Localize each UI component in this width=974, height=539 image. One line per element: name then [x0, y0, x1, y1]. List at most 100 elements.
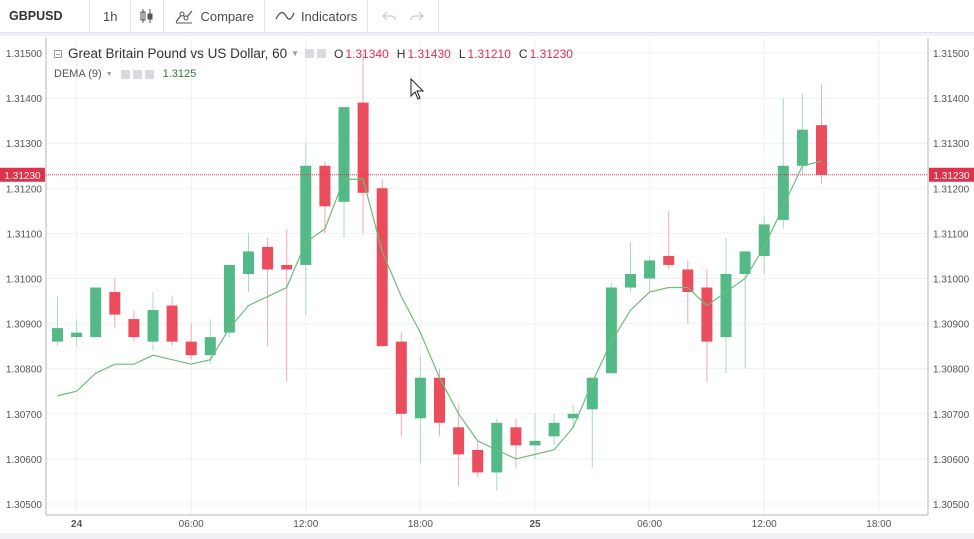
candle-up: [529, 440, 541, 446]
candle-down: [319, 165, 331, 207]
y-tick-label-right: 1.31100: [933, 229, 969, 240]
candle-up: [720, 273, 732, 338]
redo-icon[interactable]: [410, 10, 425, 22]
y-tick-label-left: 1.31200: [6, 184, 43, 195]
candle-up: [223, 264, 235, 333]
candle-up: [567, 413, 579, 419]
candle-down: [128, 319, 140, 338]
y-tick-label-left: 1.30600: [6, 455, 43, 466]
indicators-label: Indicators: [300, 8, 358, 24]
dema-line: [57, 160, 822, 460]
y-tick-label-right: 1.30900: [933, 320, 970, 331]
chart-bottom-strip: [0, 533, 974, 539]
candle-up: [414, 377, 426, 419]
y-tick-label-left: 1.31500: [6, 49, 43, 60]
settings-icon[interactable]: [132, 69, 142, 79]
candle-down: [453, 427, 465, 455]
y-tick-label-right: 1.31200: [933, 184, 970, 195]
y-tick-label-right: 1.30500: [933, 500, 970, 511]
x-tick-label: 06:00: [637, 519, 662, 530]
undo-redo-group: [368, 0, 440, 32]
y-tick-label-right: 1.30600: [933, 455, 970, 466]
candle-down: [701, 287, 713, 342]
low-value: 1.31210: [467, 46, 511, 61]
candle-down: [376, 188, 388, 347]
compare-label: Compare: [200, 8, 254, 24]
candle-up: [796, 129, 808, 166]
last-price-badge-left: [0, 167, 45, 182]
close-icon[interactable]: [144, 69, 154, 79]
high-value: 1.31430: [407, 46, 451, 61]
x-tick-label: 25: [529, 519, 541, 530]
candle-down: [434, 377, 445, 423]
low-label: L: [458, 46, 466, 61]
y-tick-label-right: 1.30700: [933, 410, 970, 421]
open-value: 1.31340: [345, 46, 389, 61]
chevron-down-icon[interactable]: ▼: [291, 49, 300, 58]
last-price-label-left: 1.31230: [4, 171, 41, 182]
y-tick-label-left: 1.30500: [6, 500, 43, 511]
top-toolbar: GBPUSD 1h Compare Indicators: [0, 0, 974, 33]
symbol-label: GBPUSD: [9, 9, 63, 23]
x-tick-label: 12:00: [293, 519, 318, 530]
y-tick-label-right: 1.30800: [933, 365, 970, 376]
indicator-name: DEMA (9): [54, 68, 102, 80]
chart-style-button[interactable]: [131, 0, 165, 32]
hide-icon[interactable]: [305, 49, 315, 58]
settings-icon[interactable]: [317, 49, 327, 58]
candle-up: [586, 377, 598, 410]
candles-icon: [139, 8, 155, 24]
chart-background: [0, 33, 974, 539]
indicators-button[interactable]: Indicators: [265, 0, 369, 32]
y-tick-label-left: 1.31100: [7, 229, 43, 240]
y-tick-label-left: 1.31400: [6, 94, 43, 105]
candle-up: [739, 251, 751, 274]
compare-icon: [174, 8, 194, 24]
x-tick-label: 18:00: [866, 519, 891, 530]
price-chart[interactable]: 1.30500 1.30500 1.30600 1.30600 1.30700 1.307…: [0, 33, 974, 539]
x-tick-label: 18:00: [408, 519, 433, 530]
indicator-value: 1.3125: [162, 68, 197, 80]
symbol-search[interactable]: GBPUSD: [0, 0, 90, 32]
candle-up: [758, 224, 770, 256]
candle-up: [625, 273, 636, 288]
candle-down: [357, 102, 369, 193]
candle-up: [644, 260, 656, 279]
candle-down: [109, 292, 121, 315]
open-label: O: [334, 46, 344, 61]
chevron-down-icon[interactable]: ▼: [105, 70, 113, 78]
y-tick-label-left: 1.30700: [6, 410, 43, 421]
close-value: 1.31230: [529, 46, 573, 61]
compare-button[interactable]: Compare: [164, 0, 265, 32]
x-tick-label: 06:00: [179, 519, 204, 530]
collapse-icon[interactable]: [54, 49, 62, 58]
indicators-icon: [275, 9, 295, 23]
candle-down: [185, 341, 197, 356]
x-tick-label: 24: [71, 519, 83, 530]
interval-button[interactable]: 1h: [90, 0, 132, 32]
y-tick-label-left: 1.30900: [6, 320, 43, 331]
high-label: H: [396, 46, 406, 61]
hide-icon[interactable]: [120, 69, 130, 79]
y-tick-label-right: 1.31400: [933, 94, 970, 105]
candle-down: [472, 449, 484, 473]
candle-up: [243, 251, 254, 274]
series-legend: Great Britain Pound vs US Dollar, 60 ▼ O…: [54, 46, 573, 61]
y-tick-label-left: 1.31300: [6, 139, 43, 150]
candle-down: [663, 255, 675, 265]
candle-up: [300, 165, 312, 265]
candle-up: [52, 328, 63, 342]
candle-up: [90, 287, 102, 338]
candle-down: [166, 305, 178, 342]
candle-up: [147, 310, 159, 342]
candle-up: [548, 422, 560, 437]
candle-down: [510, 427, 522, 446]
candle-up: [71, 332, 83, 338]
chart-top-strip: [0, 33, 974, 36]
y-tick-label-left: 1.30800: [6, 365, 43, 376]
candle-up: [605, 287, 617, 374]
undo-icon[interactable]: [382, 10, 396, 22]
last-price-badge-right: [929, 167, 974, 182]
cursor-icon: [410, 77, 425, 100]
y-tick-label-left: 1.31000: [6, 275, 43, 286]
